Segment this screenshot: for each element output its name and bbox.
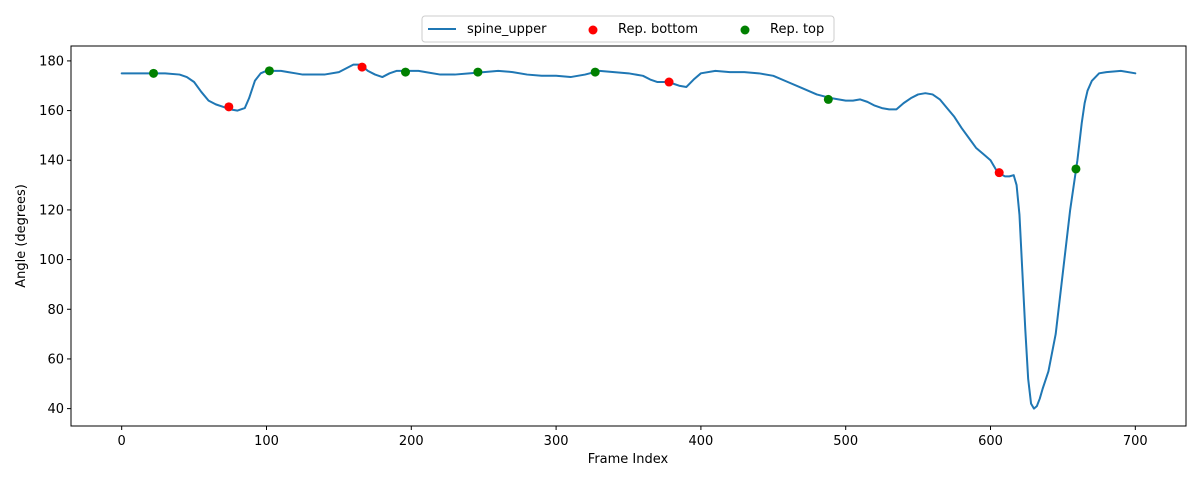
point-rep-bottom [224,102,234,112]
point-rep-top [264,66,274,76]
y-tick-label: 120 [39,203,64,218]
x-tick-label: 0 [118,434,126,449]
point-rep-top [1071,164,1081,174]
x-tick-label: 400 [688,434,713,449]
plot-frame [70,45,1187,427]
x-tick-label: 200 [399,434,424,449]
point-rep-top [401,67,410,77]
legend-label-rep-bottom: Rep. bottom [618,22,698,37]
point-rep-top [149,68,159,78]
x-axis-label: Frame Index [588,452,669,467]
y-tick-label: 80 [47,303,64,318]
y-tick-label: 180 [39,54,64,69]
legend-label-rep-top: Rep. top [770,22,824,37]
legend-marker-rep-top [740,25,750,35]
x-tick-label: 300 [544,434,569,449]
point-rep-bottom [357,62,367,72]
y-tick-label: 140 [39,154,64,169]
point-rep-top [473,67,483,77]
x-tick-label: 600 [978,434,1003,449]
y-tick-label: 100 [39,253,64,268]
legend: spine_upper Rep. bottom Rep. top [421,15,835,43]
y-axis-label: Angle (degrees) [14,184,29,288]
point-rep-top [823,94,833,104]
legend-label-spine-upper: spine_upper [467,22,547,37]
y-tick-label: 160 [39,104,64,119]
x-tick-label: 700 [1123,434,1148,449]
y-tick-label: 60 [47,352,64,367]
y-tick-label: 40 [47,402,64,417]
point-rep-top [590,67,600,77]
series-line-spine-upper [120,63,1137,410]
legend-box [421,15,835,43]
x-tick-label: 500 [833,434,858,449]
x-tick-label: 100 [254,434,279,449]
point-rep-bottom [664,77,674,87]
legend-marker-rep-bottom [588,25,598,35]
point-rep-bottom [994,168,1004,178]
